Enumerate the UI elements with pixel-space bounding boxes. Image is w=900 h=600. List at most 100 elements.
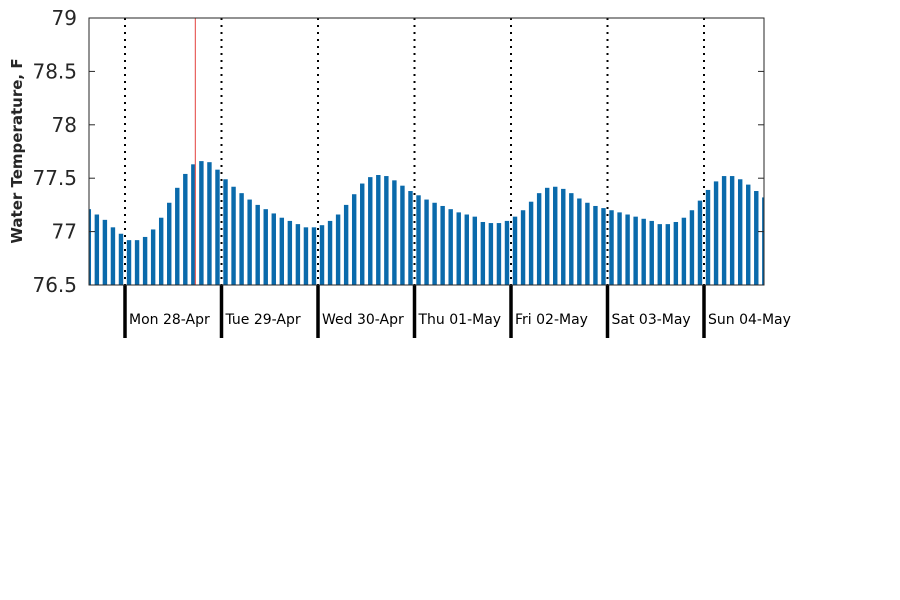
bar bbox=[609, 210, 614, 285]
bar bbox=[713, 181, 719, 285]
y-tick-label: 79 bbox=[52, 6, 77, 30]
y-tick-label: 78.5 bbox=[32, 59, 77, 83]
bar bbox=[512, 216, 518, 285]
bar bbox=[585, 202, 590, 285]
bar bbox=[89, 209, 92, 285]
axes bbox=[88, 17, 765, 286]
bar bbox=[158, 217, 164, 285]
day-label: Thu 01-May bbox=[418, 312, 502, 328]
y-tick-labels: 76.5 77 77.5 78 78.5 79 bbox=[32, 6, 77, 297]
bar bbox=[472, 216, 478, 285]
y-tick-label: 76.5 bbox=[32, 273, 77, 297]
bar bbox=[721, 176, 727, 285]
bar bbox=[625, 214, 630, 285]
bar bbox=[504, 220, 510, 285]
bar bbox=[343, 204, 349, 285]
bar bbox=[247, 199, 252, 285]
day-separators bbox=[123, 18, 706, 338]
bar bbox=[255, 204, 260, 285]
bar bbox=[649, 220, 654, 285]
bar bbox=[215, 169, 220, 285]
bar bbox=[408, 191, 413, 285]
bar bbox=[536, 193, 542, 285]
bar bbox=[150, 229, 156, 285]
bar bbox=[553, 186, 558, 285]
bar bbox=[376, 175, 381, 285]
day-label: Sun 04-May bbox=[708, 312, 791, 328]
bar bbox=[729, 176, 735, 285]
bar bbox=[689, 210, 695, 285]
bar bbox=[110, 227, 116, 285]
bar bbox=[183, 173, 188, 285]
bar bbox=[488, 223, 494, 285]
bar bbox=[142, 236, 148, 285]
bar bbox=[746, 184, 751, 285]
bar bbox=[641, 218, 646, 285]
bar bbox=[577, 198, 582, 285]
bar bbox=[754, 191, 759, 285]
day-labels: Mon 28-Apr Tue 29-Apr Wed 30-Apr Thu 01-May… bbox=[129, 312, 791, 328]
y-tick-label: 78 bbox=[52, 113, 77, 137]
bar bbox=[681, 217, 687, 285]
bar bbox=[102, 219, 108, 285]
bar bbox=[223, 179, 228, 285]
bar bbox=[657, 224, 662, 285]
bar bbox=[456, 212, 461, 285]
bar-series bbox=[89, 18, 764, 285]
y-tick-label: 77.5 bbox=[32, 166, 77, 190]
bar bbox=[496, 223, 502, 285]
day-label: Sat 03-May bbox=[612, 312, 691, 328]
bar bbox=[311, 227, 317, 285]
bar bbox=[175, 187, 180, 285]
bar bbox=[400, 185, 405, 285]
bar bbox=[279, 217, 285, 285]
bar bbox=[319, 225, 325, 285]
bar bbox=[351, 194, 357, 285]
bar bbox=[118, 233, 124, 285]
bar bbox=[520, 210, 526, 285]
bar bbox=[126, 240, 132, 285]
bar bbox=[239, 193, 244, 285]
bar bbox=[424, 199, 429, 285]
bar bbox=[617, 212, 622, 285]
bar bbox=[384, 176, 389, 285]
bar bbox=[601, 208, 606, 285]
bar bbox=[705, 189, 711, 285]
y-tick-label: 77 bbox=[52, 220, 77, 244]
bar bbox=[432, 202, 437, 285]
bar bbox=[440, 205, 445, 285]
bar bbox=[762, 197, 764, 285]
bar bbox=[416, 195, 421, 285]
day-label: Tue 29-Apr bbox=[225, 312, 301, 328]
bar bbox=[633, 216, 638, 285]
bar bbox=[544, 187, 550, 285]
bar bbox=[569, 193, 574, 285]
bar bbox=[94, 214, 100, 285]
bar bbox=[673, 221, 679, 285]
bar bbox=[191, 164, 196, 285]
bar bbox=[335, 214, 341, 285]
bar bbox=[464, 214, 469, 285]
bar bbox=[207, 162, 212, 285]
bar bbox=[167, 202, 172, 285]
day-label: Fri 02-May bbox=[515, 312, 588, 328]
bar bbox=[368, 177, 373, 285]
day-label: Mon 28-Apr bbox=[129, 312, 210, 328]
bar bbox=[287, 220, 293, 285]
bar bbox=[737, 179, 743, 285]
bar bbox=[392, 180, 397, 285]
bar bbox=[593, 205, 598, 285]
bar bbox=[263, 209, 268, 285]
bar bbox=[134, 240, 140, 285]
bar bbox=[271, 213, 276, 285]
y-axis-label: Water Temperature, F bbox=[8, 58, 26, 243]
bar bbox=[480, 221, 486, 285]
bar bbox=[295, 224, 301, 285]
bar bbox=[199, 161, 204, 285]
bar bbox=[665, 224, 671, 285]
bar bbox=[528, 201, 534, 285]
bar bbox=[360, 183, 365, 285]
bar bbox=[327, 220, 333, 285]
bar bbox=[561, 188, 566, 285]
